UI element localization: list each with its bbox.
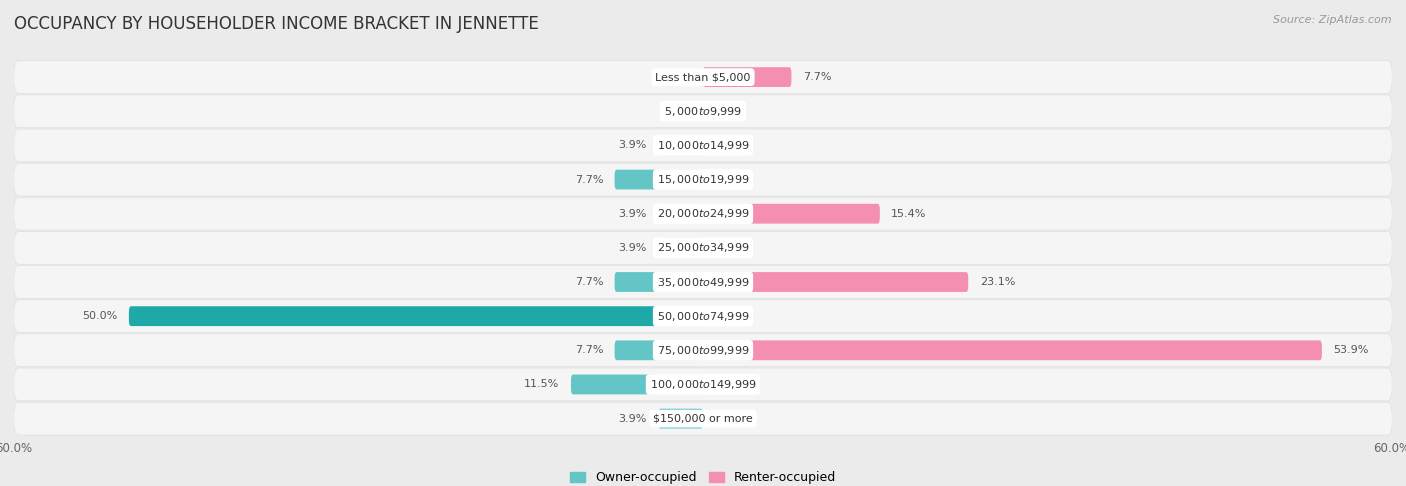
- Text: $50,000 to $74,999: $50,000 to $74,999: [657, 310, 749, 323]
- Text: 0.0%: 0.0%: [714, 140, 742, 150]
- Text: 3.9%: 3.9%: [619, 414, 647, 424]
- Text: OCCUPANCY BY HOUSEHOLDER INCOME BRACKET IN JENNETTE: OCCUPANCY BY HOUSEHOLDER INCOME BRACKET …: [14, 15, 538, 33]
- Text: $5,000 to $9,999: $5,000 to $9,999: [664, 105, 742, 118]
- Text: $15,000 to $19,999: $15,000 to $19,999: [657, 173, 749, 186]
- FancyBboxPatch shape: [703, 340, 1322, 360]
- Text: $10,000 to $14,999: $10,000 to $14,999: [657, 139, 749, 152]
- Text: 0.0%: 0.0%: [664, 72, 692, 82]
- Text: Source: ZipAtlas.com: Source: ZipAtlas.com: [1274, 15, 1392, 25]
- Text: $100,000 to $149,999: $100,000 to $149,999: [650, 378, 756, 391]
- Text: 3.9%: 3.9%: [619, 140, 647, 150]
- FancyBboxPatch shape: [658, 238, 703, 258]
- Text: $150,000 or more: $150,000 or more: [654, 414, 752, 424]
- FancyBboxPatch shape: [703, 67, 792, 87]
- Text: 0.0%: 0.0%: [714, 106, 742, 116]
- FancyBboxPatch shape: [14, 197, 1392, 230]
- Text: Less than $5,000: Less than $5,000: [655, 72, 751, 82]
- FancyBboxPatch shape: [614, 340, 703, 360]
- Text: 0.0%: 0.0%: [714, 243, 742, 253]
- FancyBboxPatch shape: [14, 334, 1392, 367]
- Text: $20,000 to $24,999: $20,000 to $24,999: [657, 207, 749, 220]
- Text: 50.0%: 50.0%: [82, 311, 117, 321]
- Text: 0.0%: 0.0%: [714, 380, 742, 389]
- Text: $75,000 to $99,999: $75,000 to $99,999: [657, 344, 749, 357]
- FancyBboxPatch shape: [703, 204, 880, 224]
- Text: 53.9%: 53.9%: [1333, 346, 1369, 355]
- FancyBboxPatch shape: [14, 163, 1392, 196]
- FancyBboxPatch shape: [658, 136, 703, 156]
- Legend: Owner-occupied, Renter-occupied: Owner-occupied, Renter-occupied: [569, 471, 837, 484]
- FancyBboxPatch shape: [614, 272, 703, 292]
- FancyBboxPatch shape: [14, 300, 1392, 332]
- Text: 11.5%: 11.5%: [524, 380, 560, 389]
- Text: 7.7%: 7.7%: [575, 277, 603, 287]
- FancyBboxPatch shape: [14, 266, 1392, 298]
- Text: 23.1%: 23.1%: [980, 277, 1015, 287]
- Text: 7.7%: 7.7%: [575, 174, 603, 185]
- Text: $25,000 to $34,999: $25,000 to $34,999: [657, 242, 749, 254]
- FancyBboxPatch shape: [703, 272, 969, 292]
- FancyBboxPatch shape: [658, 204, 703, 224]
- Text: 15.4%: 15.4%: [891, 208, 927, 219]
- Text: 0.0%: 0.0%: [714, 174, 742, 185]
- Text: 0.0%: 0.0%: [664, 106, 692, 116]
- FancyBboxPatch shape: [14, 368, 1392, 401]
- FancyBboxPatch shape: [14, 402, 1392, 435]
- FancyBboxPatch shape: [658, 409, 703, 429]
- Text: 0.0%: 0.0%: [714, 414, 742, 424]
- FancyBboxPatch shape: [571, 375, 703, 394]
- FancyBboxPatch shape: [14, 129, 1392, 162]
- FancyBboxPatch shape: [14, 231, 1392, 264]
- FancyBboxPatch shape: [614, 170, 703, 190]
- FancyBboxPatch shape: [129, 306, 703, 326]
- Text: 7.7%: 7.7%: [575, 346, 603, 355]
- Text: 3.9%: 3.9%: [619, 243, 647, 253]
- FancyBboxPatch shape: [14, 61, 1392, 93]
- FancyBboxPatch shape: [14, 95, 1392, 128]
- Text: 7.7%: 7.7%: [803, 72, 831, 82]
- Text: 3.9%: 3.9%: [619, 208, 647, 219]
- Text: 0.0%: 0.0%: [714, 311, 742, 321]
- Text: $35,000 to $49,999: $35,000 to $49,999: [657, 276, 749, 289]
